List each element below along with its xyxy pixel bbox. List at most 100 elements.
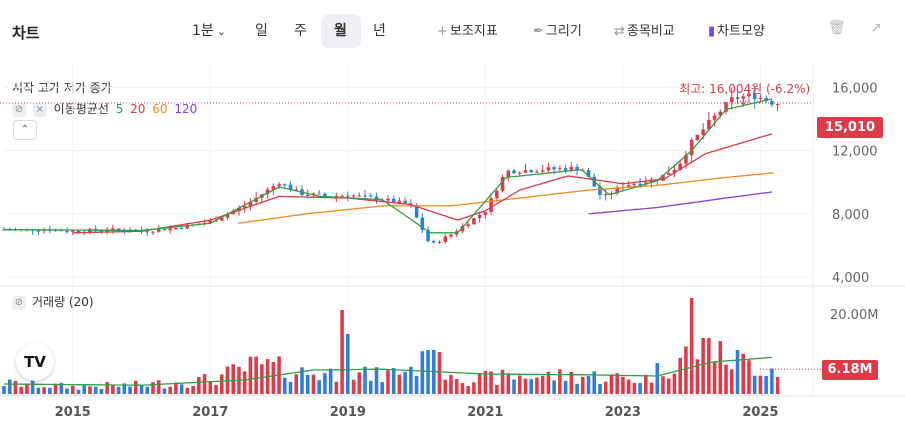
volume-bar [735, 350, 740, 394]
candle [174, 228, 178, 230]
candle [523, 170, 528, 173]
candle [151, 231, 155, 233]
candle [105, 230, 109, 232]
volume-bar [477, 373, 482, 394]
x-tick-label: 2015 [55, 405, 91, 420]
eye-icon[interactable]: ⊘ [12, 102, 26, 117]
volume-bar [575, 383, 579, 394]
volume-bar [93, 386, 98, 394]
candle [305, 194, 310, 196]
volume-bar [111, 384, 115, 394]
tab-month[interactable]: 월 [334, 23, 347, 39]
volume-bar [311, 374, 316, 394]
close-icon[interactable]: × [32, 102, 47, 117]
candle [323, 193, 327, 197]
candle [391, 198, 396, 203]
volume-bar [701, 338, 705, 394]
candle [764, 98, 768, 101]
candle [775, 104, 780, 106]
volume-bar [758, 375, 763, 394]
candle [512, 170, 516, 174]
volume-bar [65, 388, 69, 394]
indicator-label: 보조지표 [449, 24, 498, 39]
volume-bar [472, 382, 476, 394]
candle [695, 134, 700, 140]
candle-icon: ▮ [708, 24, 716, 39]
volume-bar [191, 386, 195, 394]
candle [357, 195, 362, 197]
volume-bar [655, 363, 660, 394]
chart-style-button[interactable]: ▮ 차트모양 [708, 20, 765, 39]
expand-icon[interactable]: ↗ [870, 20, 882, 36]
volume-bar [626, 379, 631, 394]
x-tick-label: 2019 [330, 405, 366, 420]
price-tick-label: 12,000 [832, 145, 878, 160]
volume-bar [105, 382, 109, 394]
volume-bar [294, 374, 299, 394]
volume-bar [151, 382, 155, 394]
volume-bar [271, 361, 276, 394]
volume-bar [724, 364, 728, 394]
volume-bar [707, 338, 711, 394]
volume-bar [632, 382, 637, 394]
candle [460, 226, 465, 232]
candle [546, 167, 551, 171]
volume-bar [351, 379, 356, 394]
candle [724, 102, 728, 112]
volume-bar [729, 369, 734, 394]
volume-bar [53, 383, 58, 394]
volume-bar [25, 384, 29, 394]
volume-bar [609, 374, 614, 394]
volume-bar [283, 377, 287, 394]
volume-bar [391, 368, 396, 394]
candle [397, 200, 402, 203]
volume-bar [145, 386, 150, 394]
candle [363, 195, 367, 197]
volume-bar [615, 373, 619, 394]
volume-bar [340, 310, 344, 394]
compare-button[interactable]: ⇄ 종목비교 [614, 20, 675, 39]
candle [403, 200, 407, 204]
candle [294, 189, 299, 191]
volume-bar [752, 375, 757, 394]
volume-bar [357, 372, 362, 394]
volume-bar [489, 371, 493, 394]
candle [563, 168, 568, 171]
candle [712, 115, 717, 120]
collapse-button[interactable]: ⌃ [13, 120, 37, 140]
volume-bar [414, 375, 419, 394]
volume-bar [42, 387, 46, 394]
candle [472, 218, 476, 225]
tab-week[interactable]: 주 [294, 23, 307, 39]
volume-bar [397, 374, 402, 394]
candle [552, 167, 556, 170]
tab-year[interactable]: 년 [373, 23, 386, 39]
candle [368, 195, 373, 197]
candle [489, 198, 493, 212]
ma120-period: 120 [174, 102, 198, 116]
volume-bar [420, 351, 425, 394]
chart-toolbar: 차트 1분 ⌄ 일 주 월 년 + 보조지표 ✒ 그리기 ⇄ 종목비교 ▮ 차트모양 🗑 … [0, 0, 905, 62]
draw-button[interactable]: ✒ 그리기 [533, 20, 582, 39]
volume-bar [386, 370, 390, 394]
volume-bar [500, 369, 505, 394]
interval-select[interactable]: 1분 ⌄ [192, 20, 226, 40]
trash-icon[interactable]: 🗑 [828, 20, 846, 36]
candle [729, 97, 734, 103]
tab-day[interactable]: 일 [255, 23, 268, 39]
volume-bar [202, 374, 207, 394]
eye-icon[interactable]: ⊘ [12, 295, 26, 310]
x-tick-label: 2021 [467, 405, 503, 420]
moving-averages [3, 98, 774, 234]
candle [598, 186, 602, 195]
candle [208, 220, 213, 223]
volume-bar [13, 380, 18, 394]
candle [219, 217, 224, 221]
candle [540, 170, 545, 172]
indicator-button[interactable]: + 보조지표 [437, 20, 498, 39]
volume-legend: ⊘ 거래량 (20) [12, 293, 94, 310]
volume-bar [581, 376, 585, 394]
ma60-line [237, 172, 774, 224]
volume-bar [380, 382, 384, 394]
tab-month-highlight [321, 14, 361, 48]
